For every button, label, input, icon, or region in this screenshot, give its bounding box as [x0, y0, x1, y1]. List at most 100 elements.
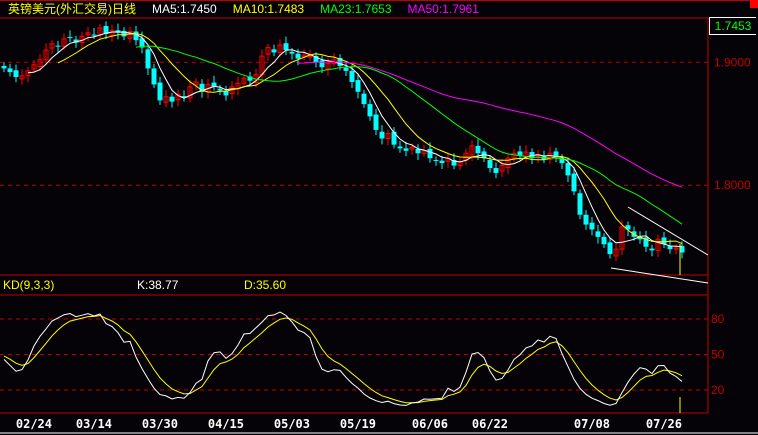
- candle: [541, 150, 547, 164]
- candle: [271, 44, 277, 57]
- candle-body: [583, 214, 589, 225]
- candle: [661, 231, 667, 248]
- lower-trendline: [610, 267, 709, 284]
- candle-body: [451, 160, 457, 166]
- candle-body: [241, 77, 247, 84]
- kd-tick-label: 50: [711, 348, 725, 362]
- candle: [7, 63, 13, 77]
- candle-body: [421, 150, 427, 154]
- date-tick-label: 07/08: [574, 417, 610, 431]
- candle-body: [613, 248, 619, 257]
- candle: [37, 54, 43, 71]
- candle: [535, 149, 541, 163]
- candle: [421, 145, 427, 157]
- candle: [49, 40, 55, 55]
- candle-body: [505, 157, 511, 168]
- price-tick-label: 1.8000: [714, 178, 751, 192]
- candle-body: [1, 65, 7, 69]
- candle-body: [289, 51, 295, 54]
- candle-body: [667, 246, 673, 250]
- candle: [553, 147, 559, 163]
- candle: [643, 230, 649, 252]
- candle-body: [661, 237, 667, 245]
- candle-body: [145, 49, 151, 69]
- candle-body: [37, 59, 43, 68]
- k-value: K:38.77: [137, 278, 179, 292]
- date-tick-label: 05/03: [274, 417, 310, 431]
- candle: [619, 220, 625, 256]
- candle-body: [247, 76, 253, 81]
- candle-body: [199, 83, 205, 92]
- candle: [439, 155, 445, 170]
- candle-body: [589, 222, 595, 230]
- candle-body: [649, 248, 655, 251]
- candle-body: [181, 96, 187, 98]
- candle-body: [157, 82, 163, 101]
- corner-marker: [750, 0, 758, 8]
- candle-body: [103, 25, 109, 34]
- candle: [31, 60, 37, 73]
- candle: [445, 152, 451, 168]
- candle-body: [139, 38, 145, 48]
- candle-body: [415, 148, 421, 154]
- candle: [625, 221, 631, 237]
- candle: [25, 67, 31, 83]
- candle: [43, 43, 49, 65]
- candle: [187, 80, 193, 103]
- ma23-line: [135, 45, 683, 225]
- candle: [223, 85, 229, 101]
- candle: [493, 162, 499, 179]
- candle: [313, 52, 319, 68]
- candle: [607, 237, 613, 259]
- candle-body: [469, 145, 475, 156]
- candle: [181, 90, 187, 102]
- chart-title: 英镑美元(外汇交易)日线: [8, 2, 136, 16]
- ma10-line: [57, 33, 683, 245]
- candle: [433, 156, 439, 166]
- candle-body: [517, 151, 523, 156]
- candle: [667, 239, 673, 254]
- d-value: D:35.60: [244, 278, 287, 292]
- candle-body: [223, 90, 229, 96]
- candle: [277, 39, 283, 57]
- candle-body: [637, 236, 643, 240]
- candle-body: [277, 44, 283, 53]
- candle: [241, 74, 247, 87]
- candle-body: [319, 60, 325, 68]
- date-tick-label: 03/14: [76, 417, 112, 431]
- candle: [103, 21, 109, 40]
- candle-body: [193, 81, 199, 86]
- candle-body: [325, 62, 331, 70]
- candle: [235, 76, 241, 96]
- kd-title: KD(9,3,3): [3, 278, 55, 292]
- candle: [169, 93, 175, 108]
- candle: [55, 40, 61, 53]
- candle-body: [559, 158, 565, 164]
- candle: [583, 210, 589, 230]
- candle: [127, 26, 133, 43]
- candle: [385, 129, 391, 146]
- candle: [19, 69, 25, 85]
- candle-body: [73, 39, 79, 43]
- candle-body: [175, 93, 181, 101]
- candle-body: [487, 160, 493, 169]
- candle-body: [379, 131, 385, 139]
- candle: [655, 234, 661, 258]
- candle-body: [85, 32, 91, 36]
- date-tick-label: 06/22: [472, 417, 508, 431]
- price-tick-label: 1.9000: [714, 55, 751, 69]
- candle: [121, 27, 127, 41]
- candle-body: [397, 146, 403, 149]
- candle-body: [217, 88, 223, 91]
- ma50-line: [297, 61, 683, 188]
- candle: [355, 73, 361, 99]
- date-tick-label: 04/15: [208, 417, 244, 431]
- candle-body: [511, 152, 517, 159]
- candle: [265, 43, 271, 61]
- candle-body: [25, 70, 31, 77]
- candle-body: [673, 247, 679, 250]
- candle-body: [553, 151, 559, 157]
- candle: [415, 144, 421, 160]
- candle: [85, 27, 91, 42]
